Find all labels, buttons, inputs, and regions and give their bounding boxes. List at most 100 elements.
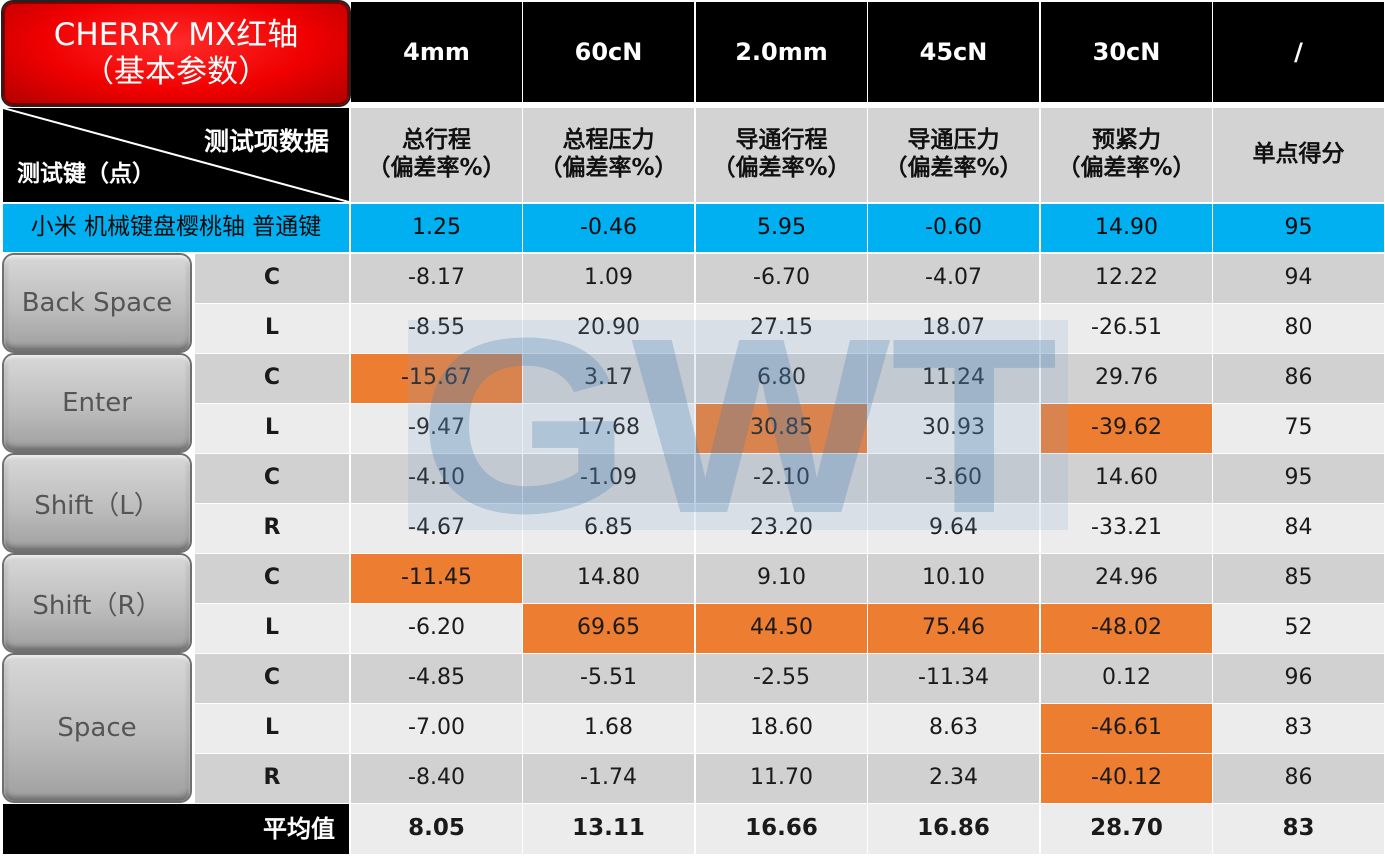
data-cell: -8.55 xyxy=(351,304,522,353)
data-cell: -8.40 xyxy=(351,754,522,803)
test-point-label: C xyxy=(195,554,349,603)
average-value: 16.86 xyxy=(868,804,1039,854)
keycap-label: Enter xyxy=(4,355,190,451)
test-point-label: L xyxy=(195,404,349,453)
data-cell-out-of-range: -46.61 xyxy=(1041,704,1212,753)
spec-value-header: 60cN xyxy=(523,2,694,102)
data-cell: -5.51 xyxy=(523,654,694,703)
data-cell: 12.22 xyxy=(1041,254,1212,303)
average-label: 平均值 xyxy=(3,804,349,854)
data-cell: 8.63 xyxy=(868,704,1039,753)
product-value: 14.90 xyxy=(1041,204,1212,252)
data-cell-out-of-range: -39.62 xyxy=(1041,404,1212,453)
product-value: -0.46 xyxy=(523,204,694,252)
data-cell-out-of-range: 30.85 xyxy=(696,404,867,453)
column-header-unit: （偏差率%） xyxy=(1057,155,1196,181)
data-cell: -1.74 xyxy=(523,754,694,803)
data-cell: -8.17 xyxy=(351,254,522,303)
data-cell: 27.15 xyxy=(696,304,867,353)
product-value: 1.25 xyxy=(351,204,522,252)
switch-title-subtitle: （基本参数） xyxy=(83,53,269,90)
data-cell: 80 xyxy=(1213,304,1384,353)
data-cell: 84 xyxy=(1213,504,1384,553)
data-cell: -3.60 xyxy=(868,454,1039,503)
test-point-label: L xyxy=(195,704,349,753)
average-value: 13.11 xyxy=(523,804,694,854)
corner-label-test-keys: 测试键（点） xyxy=(17,161,155,187)
data-cell-out-of-range: -15.67 xyxy=(351,354,522,403)
data-cell: 23.20 xyxy=(696,504,867,553)
data-cell: -26.51 xyxy=(1041,304,1212,353)
data-cell: 29.76 xyxy=(1041,354,1212,403)
data-cell: -7.00 xyxy=(351,704,522,753)
data-cell: 18.07 xyxy=(868,304,1039,353)
test-point-label: L xyxy=(195,304,349,353)
data-cell: 52 xyxy=(1213,604,1384,653)
test-point-label: R xyxy=(195,754,349,803)
data-cell: 14.80 xyxy=(523,554,694,603)
average-value: 16.66 xyxy=(696,804,867,854)
data-cell: 75 xyxy=(1213,404,1384,453)
column-header-title: 单点得分 xyxy=(1252,141,1345,168)
data-cell: -9.47 xyxy=(351,404,522,453)
product-value: -0.60 xyxy=(868,204,1039,252)
column-header-unit: （偏差率%） xyxy=(712,155,851,181)
data-cell: 94 xyxy=(1213,254,1384,303)
data-cell-out-of-range: 75.46 xyxy=(868,604,1039,653)
data-cell: 2.34 xyxy=(868,754,1039,803)
keycap-label: Space xyxy=(4,655,190,801)
data-cell: 95 xyxy=(1213,454,1384,503)
data-cell: -6.20 xyxy=(351,604,522,653)
data-cell: -11.34 xyxy=(868,654,1039,703)
data-cell: 86 xyxy=(1213,354,1384,403)
data-cell: -33.21 xyxy=(1041,504,1212,553)
data-cell: 1.68 xyxy=(523,704,694,753)
column-header-title: 总行程 xyxy=(402,127,471,154)
data-cell-out-of-range: 69.65 xyxy=(523,604,694,653)
test-point-label: C xyxy=(195,454,349,503)
keycap-label: Shift（L） xyxy=(4,455,190,551)
data-cell: 30.93 xyxy=(868,404,1039,453)
data-cell: 83 xyxy=(1213,704,1384,753)
data-cell: 1.09 xyxy=(523,254,694,303)
data-cell: -4.10 xyxy=(351,454,522,503)
column-header: 导通行程 （偏差率%） xyxy=(696,108,867,202)
column-header: 预紧力 （偏差率%） xyxy=(1041,108,1212,202)
keycap-label: Shift（R） xyxy=(4,555,190,651)
column-header-unit: （偏差率%） xyxy=(884,155,1023,181)
keycap-label: Back Space xyxy=(4,255,190,351)
data-cell: -1.09 xyxy=(523,454,694,503)
column-header-title: 预紧力 xyxy=(1092,127,1161,154)
average-value: 8.05 xyxy=(351,804,522,854)
data-cell: 20.90 xyxy=(523,304,694,353)
average-value: 28.70 xyxy=(1041,804,1212,854)
data-cell-out-of-range: -40.12 xyxy=(1041,754,1212,803)
data-cell: 86 xyxy=(1213,754,1384,803)
switch-title-box: CHERRY MX红轴 （基本参数） xyxy=(3,2,349,105)
data-cell: -4.85 xyxy=(351,654,522,703)
column-header: 导通压力 （偏差率%） xyxy=(868,108,1039,202)
data-cell: 9.64 xyxy=(868,504,1039,553)
data-cell: -2.55 xyxy=(696,654,867,703)
data-cell: 11.24 xyxy=(868,354,1039,403)
switch-title: CHERRY MX红轴 xyxy=(53,16,299,53)
data-cell: 96 xyxy=(1213,654,1384,703)
data-cell: 0.12 xyxy=(1041,654,1212,703)
data-cell: 17.68 xyxy=(523,404,694,453)
test-point-label: L xyxy=(195,604,349,653)
data-cell: 24.96 xyxy=(1041,554,1212,603)
column-header: 总程压力 （偏差率%） xyxy=(523,108,694,202)
data-cell: 85 xyxy=(1213,554,1384,603)
column-header: 总行程 （偏差率%） xyxy=(351,108,522,202)
data-cell: 6.85 xyxy=(523,504,694,553)
spec-value-header: 45cN xyxy=(868,2,1039,102)
column-header-unit: （偏差率%） xyxy=(539,155,678,181)
data-cell: -2.10 xyxy=(696,454,867,503)
data-cell: 11.70 xyxy=(696,754,867,803)
test-point-label: C xyxy=(195,354,349,403)
test-point-label: C xyxy=(195,254,349,303)
corner-label-test-items: 测试项数据 xyxy=(203,127,329,156)
data-cell: 3.17 xyxy=(523,354,694,403)
data-cell: -4.67 xyxy=(351,504,522,553)
